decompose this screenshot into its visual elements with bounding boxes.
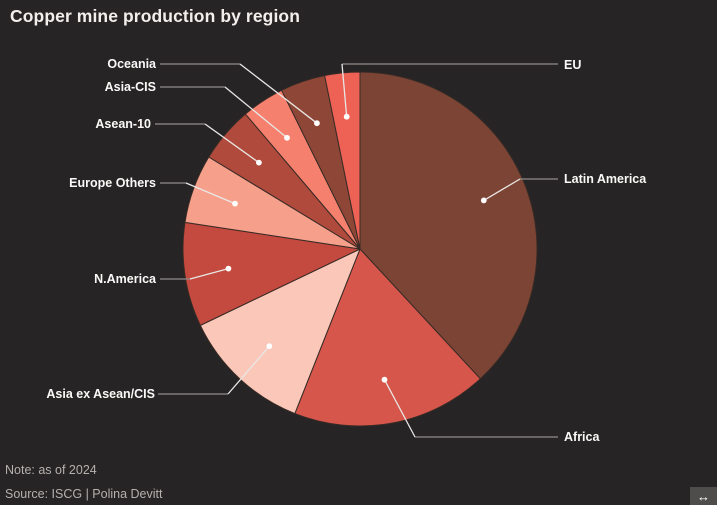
leader-dot-europe-others <box>232 200 238 207</box>
slice-label-asia-ex-asean-cis: Asia ex Asean/CIS <box>46 387 155 401</box>
slice-label-latin-america: Latin America <box>564 172 647 186</box>
leader-dot-oceania <box>314 120 320 127</box>
chart-note: Note: as of 2024 <box>5 463 97 477</box>
horizontal-resize-handle[interactable]: ↔ <box>690 487 717 505</box>
pie-slice-latin-america[interactable] <box>359 71 538 380</box>
leader-dot-africa <box>381 376 388 383</box>
leader-diagonal-asean-10 <box>204 123 260 164</box>
leader-diagonal-latin-america <box>483 178 521 201</box>
leader-diagonal-n-america <box>189 267 229 280</box>
pie-slice-n-america[interactable] <box>182 221 361 326</box>
leader-diagonal-europe-others <box>185 182 236 205</box>
leader-diagonal-asia-cis <box>224 86 288 139</box>
leader-diagonal-asia-ex-asean-cis <box>227 345 270 395</box>
slice-label-oceania: Oceania <box>107 57 156 71</box>
leader-dot-latin-america <box>480 197 487 204</box>
chart-title: Copper mine production by region <box>10 6 301 26</box>
leader-dot-asia-cis <box>284 134 290 141</box>
slice-label-europe-others: Europe Others <box>69 176 156 190</box>
pie-slice-asia-ex-asean-cis[interactable] <box>199 248 361 415</box>
pie-slice-africa[interactable] <box>294 248 481 427</box>
chart-source: Source: ISCG | Polina Devitt <box>5 487 163 501</box>
leader-dot-n-america <box>225 265 232 272</box>
leader-dot-asean-10 <box>256 159 262 166</box>
leader-diagonal-africa <box>383 379 416 438</box>
leader-diagonal-eu <box>341 63 348 117</box>
slice-label-asia-cis: Asia-CIS <box>104 80 156 94</box>
leader-dot-asia-ex-asean-cis <box>266 343 273 350</box>
horizontal-resize-icon: ↔ <box>697 488 710 504</box>
leader-diagonal-oceania <box>239 63 318 124</box>
slice-label-eu: EU <box>564 58 582 72</box>
leader-dot-eu <box>343 113 350 120</box>
slice-label-africa: Africa <box>564 430 600 444</box>
slice-label-n-america: N.America <box>94 272 156 286</box>
slice-label-asean-10: Asean-10 <box>95 117 151 131</box>
